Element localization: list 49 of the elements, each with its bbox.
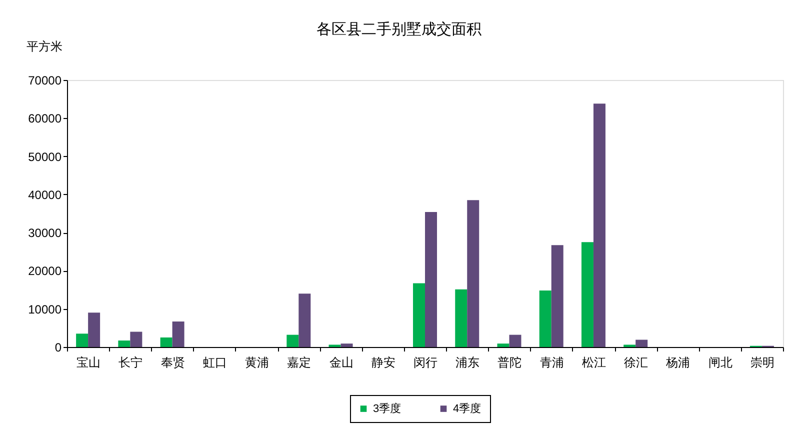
x-tick-label: 黄浦 xyxy=(245,356,270,370)
bar xyxy=(551,245,564,347)
y-tick-label: 50000 xyxy=(28,150,62,164)
y-tick-label: 30000 xyxy=(28,226,62,240)
x-tick-label: 静安 xyxy=(371,356,396,370)
x-tick-label: 长宁 xyxy=(118,356,143,370)
bar xyxy=(497,344,510,347)
bar xyxy=(88,312,100,347)
y-tick-label: 60000 xyxy=(28,112,62,126)
bar xyxy=(118,340,130,347)
bar xyxy=(455,289,468,347)
x-tick-label: 崇明 xyxy=(750,356,774,370)
y-tick-label: 10000 xyxy=(28,302,62,316)
x-tick-label: 闵行 xyxy=(414,356,438,370)
x-tick-label: 徐汇 xyxy=(624,356,648,370)
bar xyxy=(593,104,606,347)
y-axis-title: 平方米 xyxy=(26,40,62,54)
bar xyxy=(539,290,552,347)
x-tick-label: 普陀 xyxy=(498,356,522,370)
bar xyxy=(298,294,311,347)
bar xyxy=(130,332,142,347)
legend-label: 4季度 xyxy=(453,402,482,415)
x-tick-label: 金山 xyxy=(329,356,354,370)
y-tick-label: 0 xyxy=(54,340,62,354)
x-tick-label: 松江 xyxy=(582,356,606,370)
x-tick-label: 奉贤 xyxy=(160,356,185,370)
bar xyxy=(286,334,299,347)
bar xyxy=(160,337,172,347)
y-tick-label: 20000 xyxy=(28,264,62,278)
bar xyxy=(425,212,437,347)
x-tick-label: 宝山 xyxy=(76,356,101,370)
bar xyxy=(172,321,184,347)
bar xyxy=(413,283,425,347)
x-tick-label: 青浦 xyxy=(540,356,564,370)
legend-label: 3季度 xyxy=(373,402,402,415)
y-tick-label: 70000 xyxy=(28,74,62,88)
y-tick-label: 40000 xyxy=(28,188,62,202)
x-tick-label: 杨浦 xyxy=(665,356,690,370)
x-tick-label: 虹口 xyxy=(202,356,227,370)
bar xyxy=(581,242,594,347)
bar xyxy=(76,334,88,347)
bar xyxy=(340,344,353,347)
x-tick-label: 嘉定 xyxy=(287,356,312,370)
chart-title: 各区县二手别墅成交面积 xyxy=(316,21,482,38)
bar xyxy=(509,334,522,347)
x-tick-label: 闸北 xyxy=(708,356,732,370)
bar xyxy=(636,340,648,347)
x-tick-label: 浦东 xyxy=(456,356,480,370)
bar xyxy=(467,200,480,347)
